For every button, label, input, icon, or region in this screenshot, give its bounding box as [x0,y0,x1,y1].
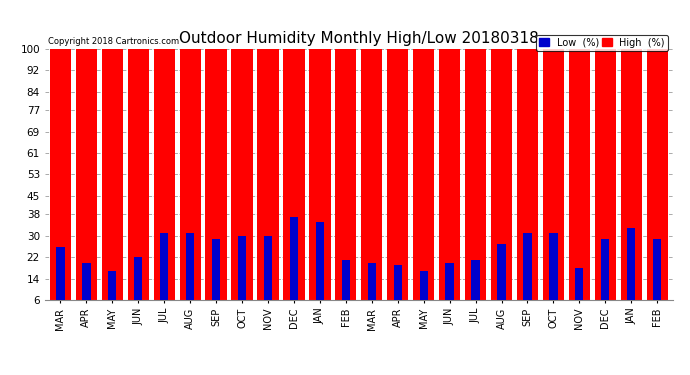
Bar [57,246,65,316]
Bar [491,49,512,316]
Bar [154,49,175,316]
Bar [186,233,195,316]
Bar [238,236,246,316]
Text: Copyright 2018 Cartronics.com: Copyright 2018 Cartronics.com [48,37,179,46]
Bar [543,49,564,316]
Bar [523,233,531,316]
Bar [368,262,376,316]
Bar [134,257,142,316]
Bar [264,236,272,316]
Bar [206,49,227,316]
Bar [647,49,668,316]
Bar [595,49,616,316]
Bar [361,49,382,316]
Bar [179,49,201,316]
Bar [420,271,428,316]
Bar [342,260,350,316]
Bar [128,49,149,316]
Bar [101,49,123,316]
Bar [601,238,609,316]
Bar [309,49,331,316]
Bar [82,262,90,316]
Bar [569,49,590,316]
Bar [517,49,538,316]
Bar [76,49,97,316]
Bar [465,49,486,316]
Bar [446,262,454,316]
Bar [212,238,220,316]
Bar [393,265,402,316]
Bar [231,49,253,316]
Bar [627,228,635,316]
Bar [620,49,642,316]
Bar [160,233,168,316]
Bar [653,238,661,316]
Bar [50,49,71,316]
Bar [471,260,480,316]
Bar [335,49,357,316]
Bar [316,222,324,316]
Title: Outdoor Humidity Monthly High/Low 20180318: Outdoor Humidity Monthly High/Low 201803… [179,31,539,46]
Bar [257,49,279,316]
Bar [575,268,584,316]
Bar [284,49,304,316]
Bar [549,233,558,316]
Bar [497,244,506,316]
Bar [387,49,408,316]
Bar [290,217,298,316]
Bar [413,49,434,316]
Bar [439,49,460,316]
Legend: Low  (%), High  (%): Low (%), High (%) [536,35,668,51]
Bar [108,271,117,316]
